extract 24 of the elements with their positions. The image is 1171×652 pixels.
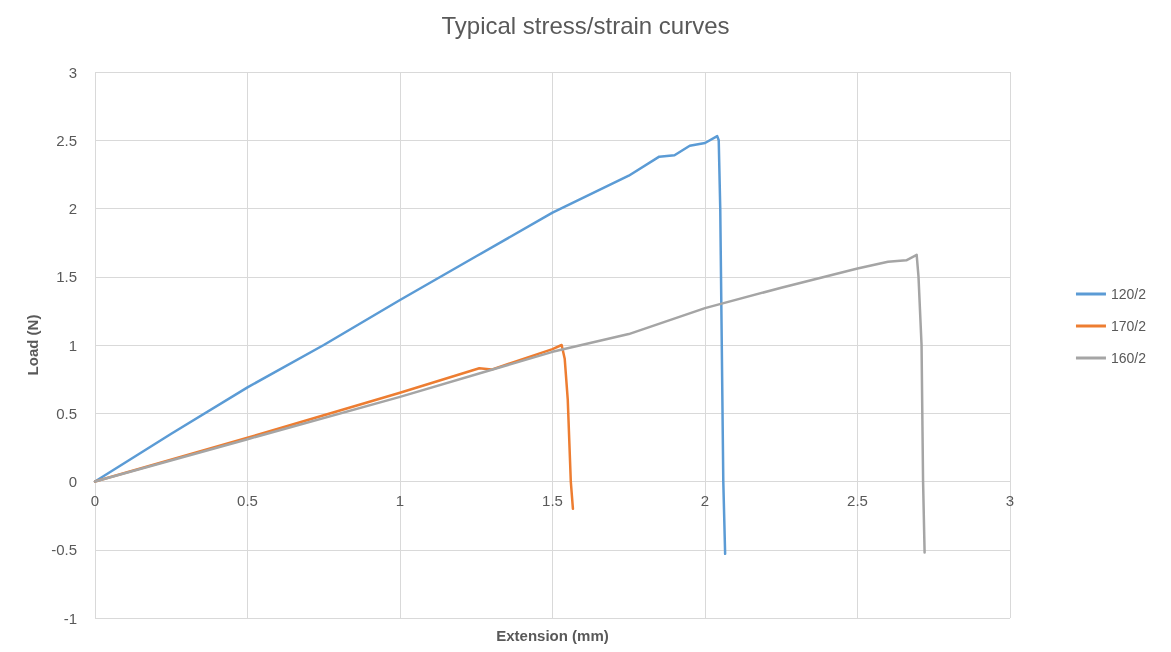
x-tick-label: 2: [700, 492, 710, 509]
y-tick-label: -1: [63, 609, 77, 627]
x-tick-label: 0: [90, 492, 100, 509]
y-tick-label: 0: [68, 473, 77, 490]
y-tick-label: 2: [68, 200, 77, 217]
x-tick-label: 1.5: [542, 492, 563, 509]
x-axis-title: Extension (mm): [496, 627, 609, 644]
legend-label: 170/2: [1110, 318, 1147, 334]
y-tick-label: 1: [68, 336, 77, 354]
y-axis-title: Load (N): [24, 314, 42, 376]
y-tick-label: 1.5: [56, 268, 77, 286]
x-tick-label: 0.5: [237, 492, 258, 509]
line-series: [93, 134, 727, 556]
x-tick-label: 2.5: [847, 492, 868, 509]
y-tick-label: 2.5: [56, 131, 77, 149]
y-tick-label: -0.5: [51, 541, 77, 559]
x-tick-label: 3: [1005, 492, 1015, 509]
chart-title: Typical stress/strain curves: [441, 11, 730, 39]
legend-label: 160/2: [1110, 350, 1147, 366]
line-series: [93, 253, 926, 554]
y-tick-label: 3: [68, 63, 77, 81]
y-tick-label: 0.5: [56, 404, 77, 422]
legend-label: 120/2: [1110, 286, 1147, 302]
x-tick-label: 1: [395, 492, 405, 509]
